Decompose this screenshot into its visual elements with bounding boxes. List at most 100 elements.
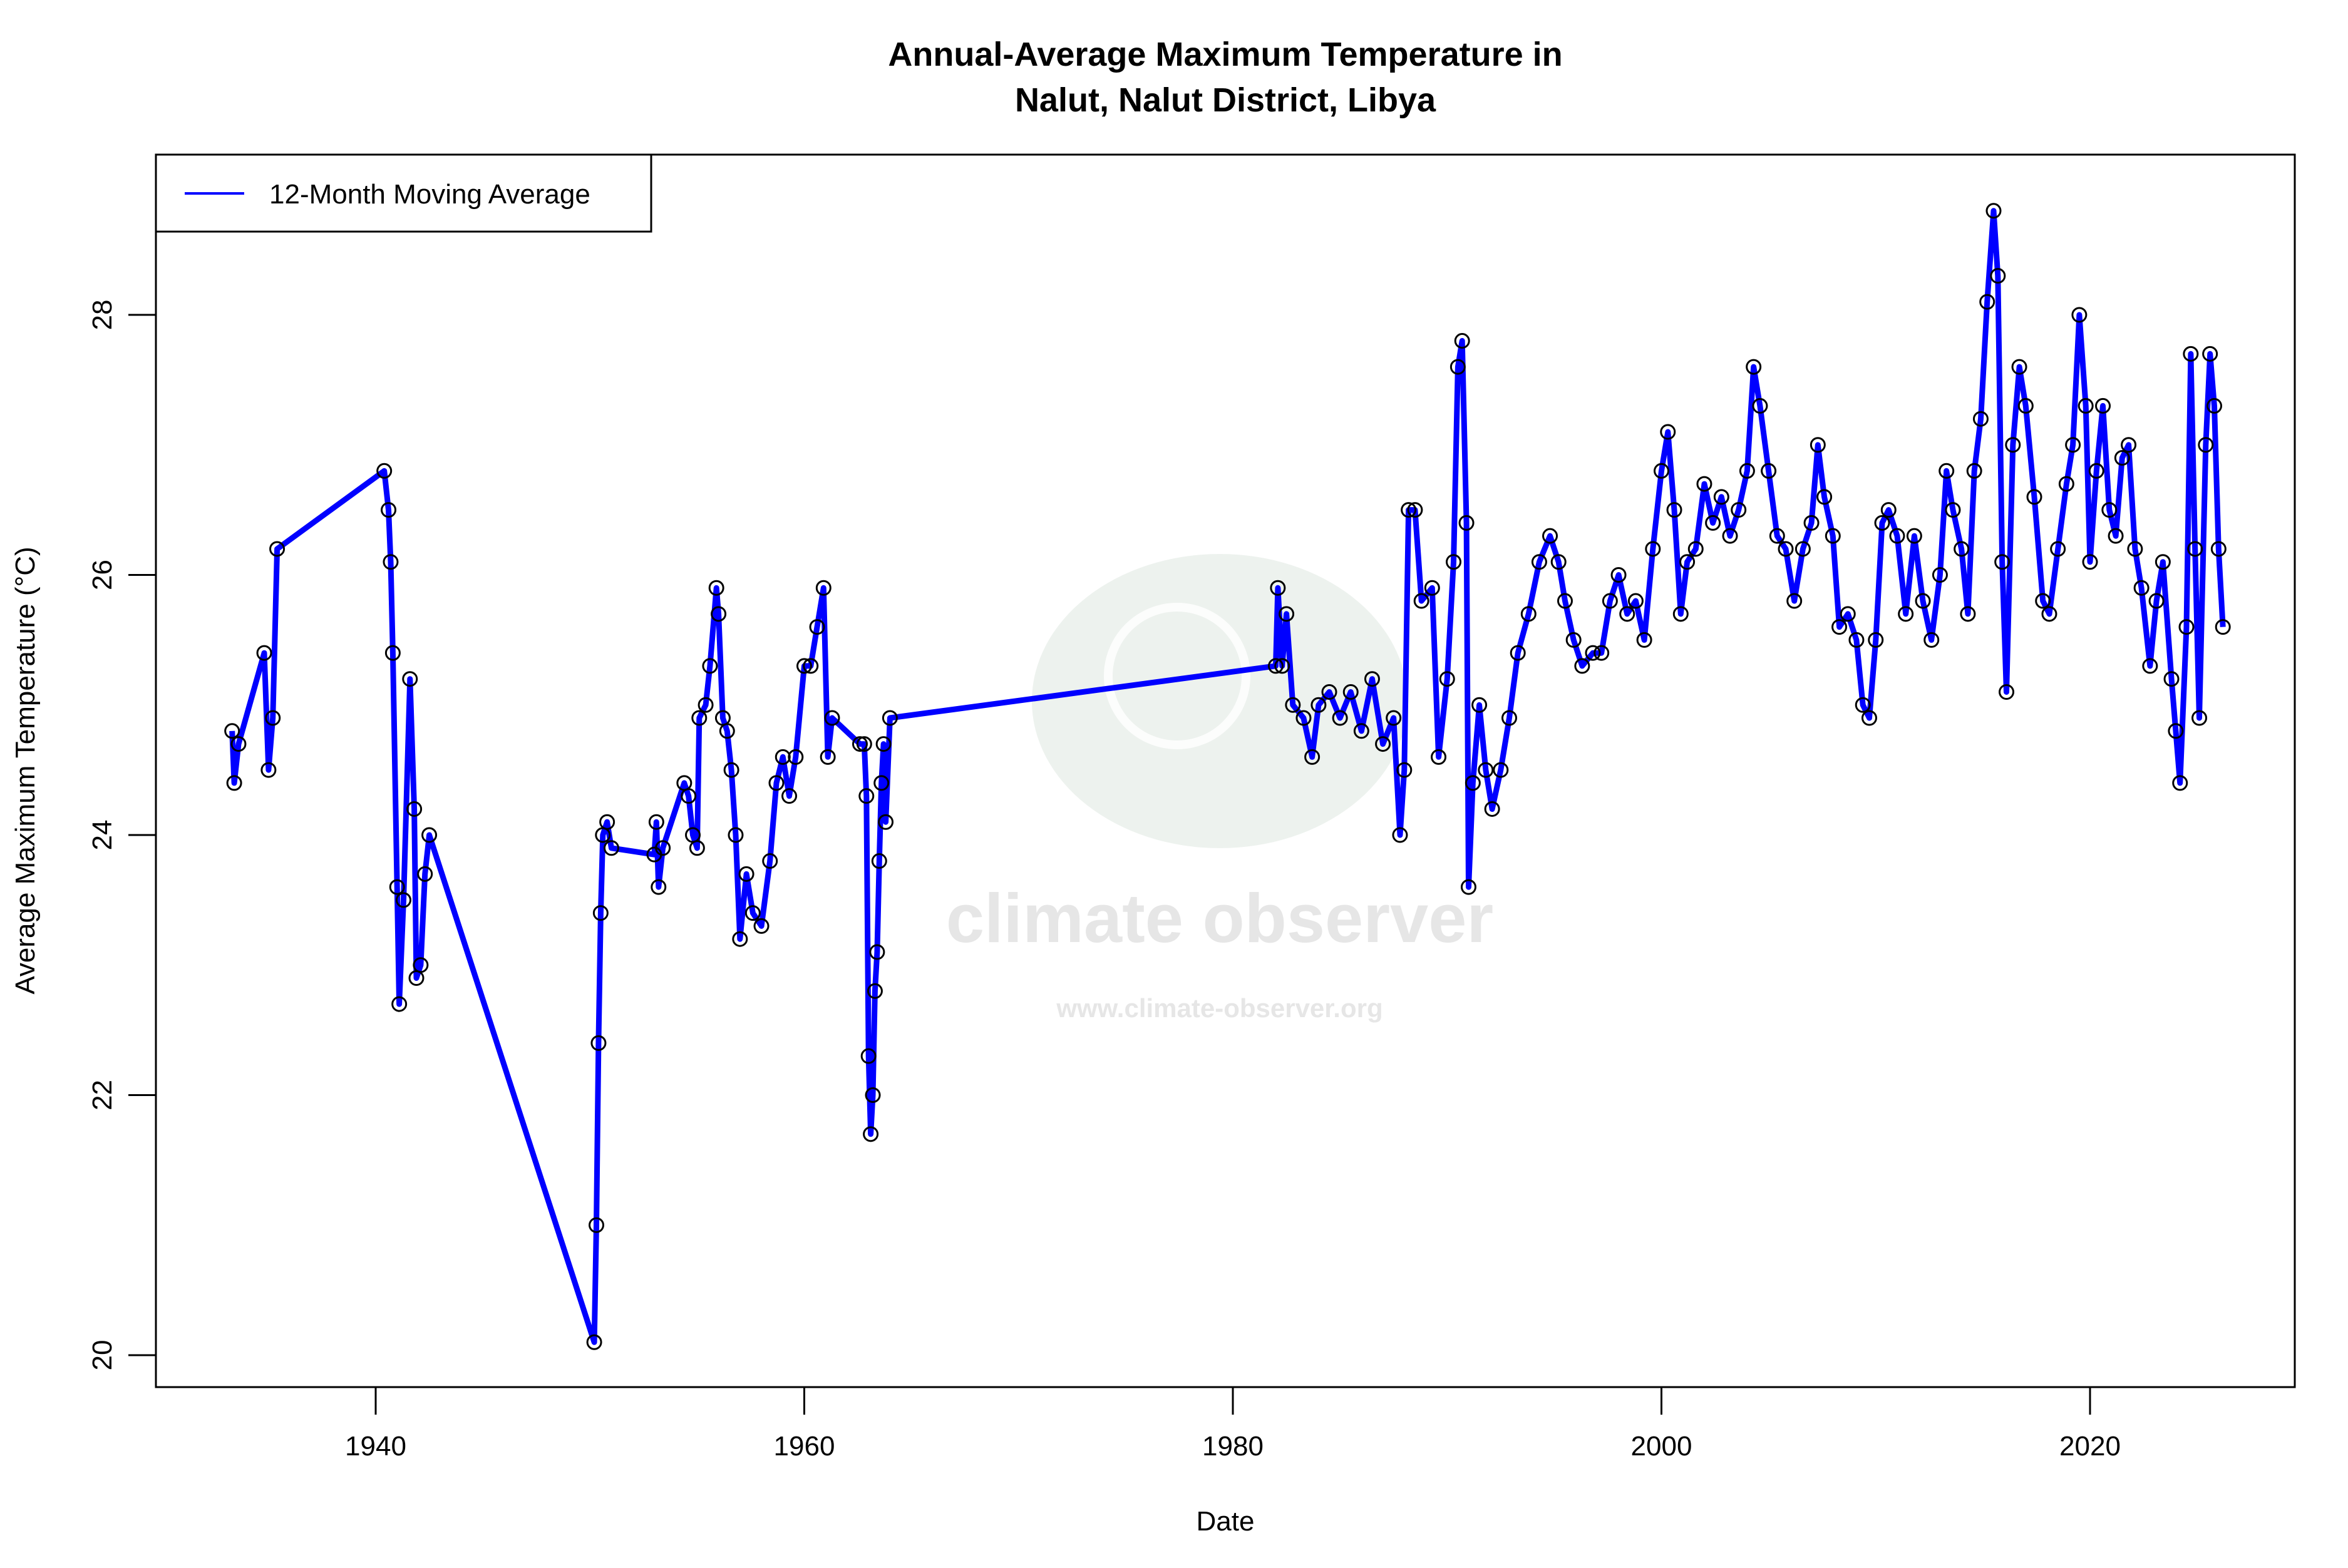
data-point xyxy=(391,996,408,1012)
data-point xyxy=(1627,593,1644,609)
data-point xyxy=(226,775,242,791)
x-tick-label: 1960 xyxy=(774,1431,835,1462)
data-point xyxy=(1501,710,1518,726)
data-point xyxy=(1424,580,1440,596)
data-point xyxy=(648,814,664,830)
data-point xyxy=(1898,606,1914,622)
data-point xyxy=(852,736,868,752)
data-point xyxy=(1880,502,1897,518)
data-point xyxy=(2050,541,2066,557)
data-point xyxy=(858,788,875,804)
x-axis-label: Date xyxy=(1197,1506,1255,1537)
data-point xyxy=(383,554,399,570)
data-point xyxy=(869,944,885,960)
legend: 12-Month Moving Average xyxy=(155,153,652,233)
data-point xyxy=(2082,554,2098,570)
data-point xyxy=(1531,554,1547,570)
data-point xyxy=(2206,397,2223,414)
data-point xyxy=(2202,346,2218,362)
data-point xyxy=(865,1087,881,1103)
data-point xyxy=(1746,359,1762,375)
data-point xyxy=(2041,606,2057,622)
data-point xyxy=(1705,515,1721,531)
data-point xyxy=(873,775,890,791)
y-axis-label: Average Maximum Temperature (°C) xyxy=(10,546,41,994)
data-point xyxy=(1972,411,1989,427)
data-point xyxy=(1816,489,1833,505)
data-point xyxy=(406,801,423,817)
data-point xyxy=(1848,632,1865,648)
data-point xyxy=(2172,775,2188,791)
data-point xyxy=(2078,397,2094,414)
chart-subtitle: Nalut, Nalut District, Libya xyxy=(1015,81,1436,119)
data-point xyxy=(863,1126,879,1142)
data-point xyxy=(1713,489,1729,505)
data-point xyxy=(860,1048,877,1064)
data-point xyxy=(1321,684,1337,700)
data-point xyxy=(1906,528,1922,544)
data-point xyxy=(1267,658,1284,674)
data-point xyxy=(260,762,277,778)
data-point xyxy=(2035,593,2051,609)
data-point xyxy=(1439,671,1455,687)
data-point xyxy=(1861,710,1877,726)
data-point xyxy=(2011,359,2027,375)
data-point xyxy=(1786,593,1803,609)
data-point xyxy=(1923,632,1940,648)
data-point xyxy=(1994,554,2011,570)
data-point xyxy=(1565,632,1582,648)
data-point xyxy=(824,710,840,726)
data-point xyxy=(1985,203,2002,219)
data-point xyxy=(1915,593,1931,609)
data-point xyxy=(2114,450,2130,466)
data-point xyxy=(702,658,718,674)
y-tick-label: 20 xyxy=(87,1340,118,1371)
y-tick-label: 26 xyxy=(87,560,118,590)
data-point xyxy=(2108,528,2124,544)
data-point xyxy=(875,736,892,752)
data-point xyxy=(711,606,727,622)
chart-title: Annual-Average Maximum Temperature in xyxy=(888,36,1562,73)
data-point xyxy=(781,788,798,804)
data-point xyxy=(2142,658,2158,674)
data-point xyxy=(708,580,724,596)
data-point xyxy=(224,723,240,739)
data-point xyxy=(1654,463,1669,479)
data-point xyxy=(1840,606,1856,622)
data-point xyxy=(1619,606,1635,622)
data-point xyxy=(1431,749,1447,765)
series-line xyxy=(229,208,2226,1345)
data-point xyxy=(1446,554,1462,570)
data-point xyxy=(2168,723,2184,739)
globe-icon xyxy=(1104,603,1250,749)
data-point xyxy=(1332,710,1348,726)
x-tick-label: 1980 xyxy=(1202,1431,1264,1462)
data-point xyxy=(1610,567,1627,583)
data-point xyxy=(1666,502,1682,518)
data-point xyxy=(2058,476,2074,492)
data-point xyxy=(762,853,778,869)
data-point xyxy=(1679,554,1696,570)
data-point xyxy=(417,866,433,882)
data-point xyxy=(389,879,405,895)
data-point xyxy=(1471,697,1488,713)
data-point xyxy=(651,879,667,895)
data-point xyxy=(2133,580,2150,596)
data-point xyxy=(1279,606,1295,622)
data-point xyxy=(413,957,429,973)
data-point xyxy=(723,762,739,778)
y-tick-label: 28 xyxy=(87,300,118,331)
data-point xyxy=(230,736,247,752)
data-point xyxy=(256,645,272,661)
data-point xyxy=(1375,736,1391,752)
data-point xyxy=(421,827,438,843)
data-point xyxy=(1602,593,1618,609)
x-tick-label: 2000 xyxy=(1631,1431,1692,1462)
data-point xyxy=(815,580,832,596)
data-point xyxy=(1825,528,1841,544)
y-tick-label: 22 xyxy=(87,1080,118,1110)
x-tick-label: 2020 xyxy=(2059,1431,2121,1462)
data-point xyxy=(1585,645,1601,661)
data-point xyxy=(1454,333,1470,349)
data-point xyxy=(2121,437,2137,453)
